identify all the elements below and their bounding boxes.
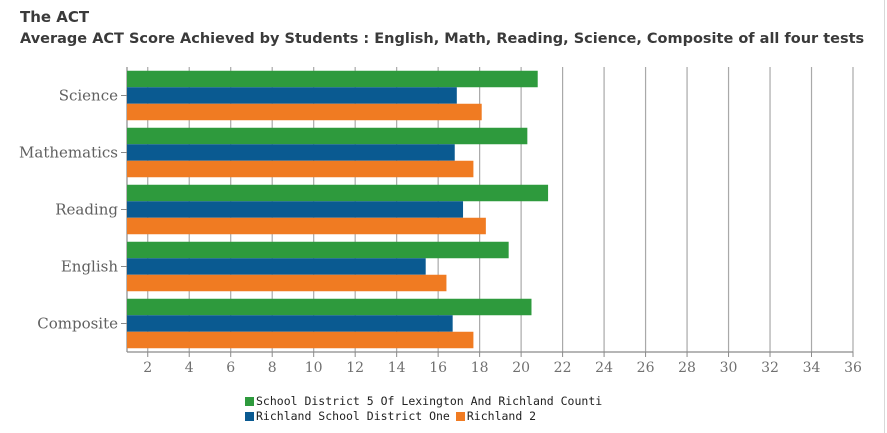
legend-row-2: Richland School District One Richland 2	[245, 409, 608, 424]
chart-title: The ACT	[20, 8, 90, 26]
x-tick-label-36: 36	[844, 360, 862, 376]
legend-swatch-series-2	[245, 412, 254, 421]
bar-composite-series-2[interactable]	[127, 315, 453, 332]
x-tick-label-8: 8	[268, 360, 277, 376]
bar-science-series-2[interactable]	[127, 87, 457, 104]
bar-english-series-1[interactable]	[127, 241, 509, 259]
x-tick-label-4: 4	[185, 360, 194, 376]
category-label-composite: Composite	[37, 315, 118, 333]
legend-label-series-1: School District 5 Of Lexington And Richl…	[256, 394, 603, 408]
bar-english-series-3[interactable]	[127, 274, 447, 292]
legend-label-series-2: Richland School District One	[256, 409, 450, 423]
x-tick-label-18: 18	[471, 360, 489, 376]
bar-reading-series-2[interactable]	[127, 201, 464, 218]
category-label-reading: Reading	[55, 201, 118, 219]
x-tick-label-12: 12	[346, 360, 364, 376]
bar-composite-series-3[interactable]	[127, 331, 474, 349]
legend: School District 5 Of Lexington And Richl…	[245, 394, 608, 424]
bar-science-series-1[interactable]	[127, 70, 538, 88]
legend-item-series-1[interactable]: School District 5 Of Lexington And Richl…	[245, 394, 602, 409]
x-tick-label-16: 16	[429, 360, 447, 376]
bar-reading-series-1[interactable]	[127, 184, 549, 202]
x-tick-label-30: 30	[720, 360, 738, 376]
chart-subtitle: Average ACT Score Achieved by Students :…	[20, 31, 865, 47]
bar-mathematics-series-2[interactable]	[127, 144, 455, 161]
x-tick-label-26: 26	[637, 360, 655, 376]
x-tick-label-28: 28	[678, 360, 696, 376]
x-tick-label-2: 2	[143, 360, 152, 376]
x-tick-label-32: 32	[761, 360, 779, 376]
bar-science-series-3[interactable]	[127, 103, 482, 121]
x-tick-label-6: 6	[226, 360, 235, 376]
bar-composite-series-1[interactable]	[127, 298, 532, 316]
bar-mathematics-series-1[interactable]	[127, 127, 528, 145]
legend-item-series-3[interactable]: Richland 2	[455, 409, 537, 424]
category-label-science: Science	[59, 87, 118, 105]
x-tick-label-22: 22	[554, 360, 572, 376]
legend-swatch-series-3	[455, 412, 465, 421]
x-tick-label-34: 34	[803, 360, 821, 376]
category-label-english: English	[61, 258, 119, 276]
x-tick-label-24: 24	[595, 360, 613, 376]
bar-reading-series-3[interactable]	[127, 217, 486, 235]
x-tick-label-10: 10	[305, 360, 323, 376]
x-tick-label-20: 20	[512, 360, 530, 376]
legend-row-1: School District 5 Of Lexington And Richl…	[245, 394, 608, 409]
bar-mathematics-series-3[interactable]	[127, 160, 474, 178]
legend-label-series-3: Richland 2	[466, 409, 537, 423]
legend-item-series-2[interactable]: Richland School District One	[245, 409, 450, 424]
legend-swatch-series-1	[245, 397, 254, 406]
category-label-mathematics: Mathematics	[19, 144, 118, 162]
x-tick-label-14: 14	[388, 360, 406, 376]
bar-english-series-2[interactable]	[127, 258, 426, 275]
